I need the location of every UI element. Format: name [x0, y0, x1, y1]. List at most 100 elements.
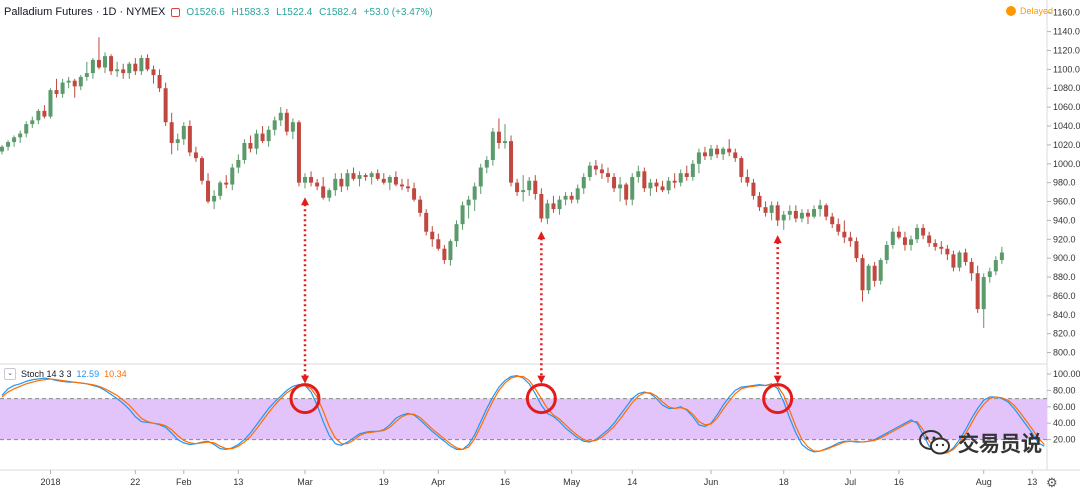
- candle-down: [248, 142, 253, 149]
- candle-down: [745, 176, 750, 183]
- candle-down: [224, 182, 229, 185]
- delayed-label: Delayed: [1020, 6, 1054, 16]
- price-tick-label: 920.0: [1053, 234, 1076, 244]
- annotation-circle: [289, 383, 321, 415]
- candle-down: [733, 152, 738, 159]
- candle-up: [78, 76, 83, 87]
- candle-up: [266, 129, 271, 142]
- candle-down: [569, 195, 574, 200]
- time-tick-label: Aug: [976, 477, 992, 487]
- time-tick-label: 16: [500, 477, 510, 487]
- time-tick-label: 18: [779, 477, 789, 487]
- candle-down: [381, 178, 386, 183]
- chevron-icon[interactable]: ⌄: [4, 368, 16, 380]
- market-status-icon[interactable]: [171, 7, 181, 17]
- candle-down: [660, 186, 665, 191]
- candle-down: [351, 173, 356, 179]
- candle-up: [787, 210, 792, 215]
- candle-up: [618, 184, 623, 189]
- price-tick-label: 800.0: [1053, 348, 1076, 358]
- candle-up: [272, 120, 277, 130]
- candle-down: [339, 178, 344, 187]
- candle-up: [48, 90, 53, 117]
- candle-up: [987, 271, 992, 278]
- candle-up: [236, 159, 241, 168]
- open-value: O1526.6: [186, 6, 225, 18]
- candle-down: [939, 246, 944, 249]
- gear-icon[interactable]: ⚙: [1046, 475, 1058, 490]
- wechat-logo-icon: [919, 430, 950, 455]
- candle-down: [951, 254, 956, 268]
- indicator-legend: ⌄ Stoch 14 3 3 12.59 10.34: [4, 368, 127, 380]
- candle-up: [357, 175, 362, 179]
- candle-up: [557, 199, 562, 210]
- watermark-text: 交易员说: [958, 432, 1042, 456]
- candle-up: [630, 176, 635, 200]
- candle-up: [999, 252, 1004, 261]
- candle-up: [981, 277, 986, 310]
- indicator-name[interactable]: Stoch 14 3 3: [21, 369, 72, 379]
- time-tick-label: 16: [894, 477, 904, 487]
- annotation-arrow-head-up: [773, 235, 782, 244]
- candle-down: [109, 56, 114, 72]
- annotation-arrow-head-down: [301, 375, 309, 384]
- candle-down: [393, 176, 398, 185]
- candle-down: [157, 75, 162, 89]
- stoch-tick-label: 40.00: [1053, 418, 1076, 428]
- annotation-circle: [525, 383, 557, 415]
- candle-down: [412, 188, 417, 200]
- candle-down: [763, 207, 768, 213]
- candle-up: [915, 227, 920, 240]
- candle-down: [169, 122, 174, 143]
- candle-down: [442, 248, 447, 261]
- candle-up: [769, 205, 774, 213]
- candle-up: [587, 165, 592, 177]
- candle-down: [496, 131, 501, 143]
- candle-up: [818, 205, 823, 210]
- candle-down: [896, 231, 901, 238]
- candle-down: [715, 148, 720, 155]
- candle-down: [199, 158, 204, 181]
- time-tick-label: Feb: [176, 477, 192, 487]
- candle-down: [599, 169, 604, 174]
- candle-down: [96, 59, 101, 68]
- candle-up: [563, 195, 568, 200]
- stoch-d-value: 10.34: [104, 369, 127, 379]
- delayed-badge[interactable]: Delayed: [1006, 6, 1053, 16]
- candle-up: [460, 205, 465, 225]
- candle-down: [593, 165, 598, 170]
- candle-up: [18, 133, 23, 138]
- candle-down: [975, 273, 980, 310]
- candle-up: [484, 159, 489, 168]
- candle-down: [872, 265, 877, 281]
- candle-down: [515, 182, 520, 193]
- symbol-title[interactable]: Palladium Futures · 1D · NYMEX: [4, 6, 166, 18]
- ohlc-values: O1526.6 H1583.3 L1522.4 C1582.4 +53.0 (+…: [186, 7, 436, 18]
- candle-up: [36, 110, 41, 121]
- annotation-circle: [762, 383, 794, 415]
- candle-up: [648, 182, 653, 189]
- price-tick-label: 1100.0: [1053, 64, 1080, 74]
- watermark: 交易员说: [918, 428, 1042, 458]
- change-value: +53.0 (+3.47%): [363, 6, 433, 18]
- candle-down: [684, 173, 689, 177]
- candle-up: [254, 133, 259, 149]
- candle-down: [606, 173, 610, 177]
- candle-up: [327, 190, 332, 198]
- candle-up: [218, 182, 223, 196]
- candle-down: [309, 176, 314, 183]
- candle-down: [963, 252, 968, 262]
- candle-down: [260, 133, 265, 142]
- candle-down: [654, 182, 659, 187]
- candle-down: [509, 141, 514, 183]
- stoch-tick-label: 100.00: [1053, 369, 1080, 379]
- candle-up: [345, 173, 350, 187]
- candle-up: [181, 126, 186, 140]
- price-tick-label: 1140.0: [1053, 27, 1080, 37]
- candle-up: [24, 124, 29, 134]
- time-tick-label: 13: [1027, 477, 1037, 487]
- candle-up: [709, 148, 714, 157]
- candle-up: [884, 244, 889, 261]
- chart-legend-header: Palladium Futures · 1D · NYMEX O1526.6 H…: [4, 4, 437, 20]
